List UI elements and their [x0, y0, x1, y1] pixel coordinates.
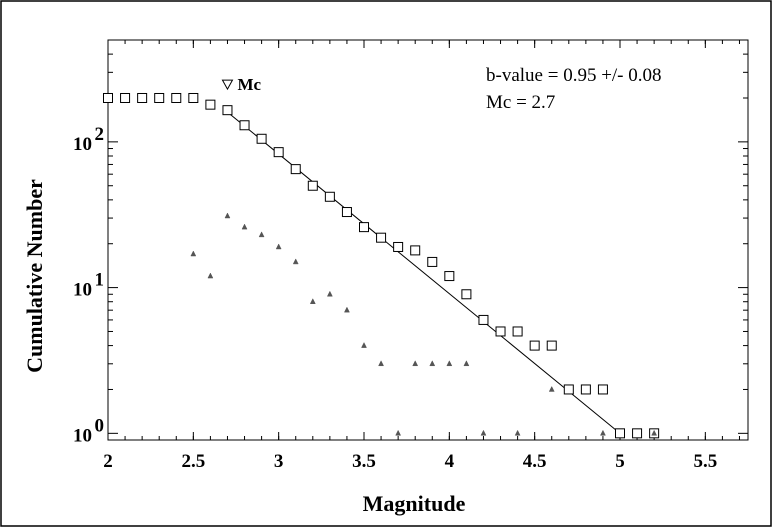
- square-point: [290, 164, 301, 175]
- square-point: [597, 384, 608, 395]
- triangle-point: [395, 429, 402, 436]
- square-point: [632, 428, 643, 439]
- x-tick-label: 2: [103, 451, 113, 472]
- square-point: [461, 289, 472, 300]
- square-point: [324, 191, 335, 202]
- triangle-point: [190, 250, 197, 257]
- y-tick-exponent: 0: [95, 415, 105, 436]
- triangle-point: [514, 429, 521, 436]
- triangle-point: [600, 429, 606, 436]
- y-axis-title: Cumulative Number: [22, 179, 47, 373]
- square-point: [393, 241, 404, 252]
- x-tick-label: 5.5: [693, 451, 717, 472]
- x-tick-label: 4: [445, 451, 455, 472]
- square-point: [307, 180, 318, 191]
- mc-annotation: Mc = 2.7: [486, 92, 555, 113]
- square-point: [256, 133, 267, 144]
- triangle-point: [224, 212, 231, 219]
- square-point: [205, 99, 216, 110]
- square-point: [359, 222, 369, 233]
- data-points: [103, 92, 660, 439]
- triangle-point: [275, 243, 282, 250]
- square-point: [341, 207, 352, 218]
- x-tick-label: 4.5: [523, 451, 547, 472]
- square-point: [444, 271, 455, 282]
- x-tick-label: 3: [274, 451, 284, 472]
- mc-triangle-icon: [221, 79, 234, 91]
- x-tick-label: 2.5: [181, 451, 205, 472]
- square-point: [546, 340, 557, 351]
- square-point: [478, 314, 489, 325]
- square-point: [563, 384, 574, 395]
- square-point: [171, 92, 182, 103]
- triangle-point: [378, 360, 384, 367]
- triangle-point: [548, 385, 555, 392]
- triangle-point: [463, 360, 470, 367]
- y-tick-exponent: 2: [95, 124, 105, 145]
- square-point: [103, 92, 113, 103]
- x-axis-title: Magnitude: [363, 491, 466, 516]
- square-point: [529, 340, 540, 351]
- triangle-point: [361, 342, 367, 348]
- square-point: [410, 245, 421, 256]
- y-tick-label: 10: [73, 280, 92, 301]
- triangle-point: [258, 231, 265, 238]
- triangle-point: [446, 360, 453, 367]
- square-point: [580, 384, 591, 395]
- square-point: [120, 92, 131, 103]
- triangle-point: [651, 429, 658, 436]
- plot-area: [107, 39, 749, 441]
- x-axis: 2 2.5 3 3.5 4 4.5 5 5.5: [103, 40, 740, 472]
- square-point: [154, 92, 165, 103]
- y-tick-label: 10: [73, 425, 92, 446]
- triangle-point: [429, 360, 436, 367]
- triangle-point: [480, 429, 487, 436]
- fit-line: [227, 111, 621, 434]
- triangle-point: [292, 258, 299, 265]
- square-point: [273, 147, 284, 158]
- square-point: [137, 92, 148, 103]
- triangle-point: [326, 290, 333, 297]
- square-point: [376, 232, 387, 243]
- triangle-point: [344, 306, 350, 313]
- triangle-point: [241, 223, 248, 230]
- square-point: [222, 105, 233, 116]
- square-point: [188, 92, 199, 103]
- triangle-point: [412, 360, 419, 367]
- y-tick-exponent: 1: [95, 270, 105, 291]
- square-point: [615, 428, 625, 439]
- x-tick-label: 3.5: [352, 451, 376, 472]
- triangle-point: [207, 272, 214, 279]
- mc-marker-label: Mc: [237, 75, 261, 94]
- y-tick-label: 10: [73, 134, 92, 155]
- b-value-annotation: b-value = 0.95 +/- 0.08: [486, 65, 662, 86]
- mc-marker: Mc: [221, 75, 262, 94]
- fit-line-group: [227, 111, 621, 434]
- square-point: [495, 326, 506, 337]
- square-point: [239, 120, 250, 131]
- x-tick-label: 5: [615, 451, 625, 472]
- triangle-point: [309, 298, 316, 304]
- square-point: [427, 256, 438, 267]
- square-point: [512, 326, 523, 337]
